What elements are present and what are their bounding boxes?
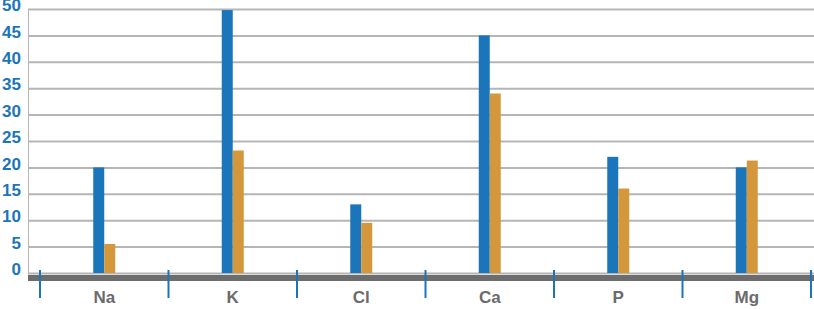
grid-line xyxy=(28,114,814,116)
y-tick: 10 xyxy=(2,207,814,226)
grid-line xyxy=(28,88,814,90)
bar xyxy=(618,189,629,273)
y-tick-label: 25 xyxy=(2,128,21,147)
x-tick: K xyxy=(227,288,240,307)
grid-line xyxy=(28,220,814,222)
y-tick: 50 xyxy=(2,0,814,15)
x-axis: Na K Cl Ca P Mg xyxy=(28,270,814,307)
grid-line xyxy=(28,9,814,11)
x-tick-label: P xyxy=(613,288,624,307)
y-tick: 5 xyxy=(12,234,814,253)
y-tick: 45 xyxy=(2,23,814,42)
category-separator xyxy=(425,270,427,298)
bar xyxy=(93,167,104,273)
x-tick-label: K xyxy=(227,288,240,307)
bar xyxy=(479,35,490,273)
y-tick: 25 xyxy=(2,128,814,147)
y-tick: 0 xyxy=(12,260,814,279)
category-separator xyxy=(168,270,170,298)
grid-line xyxy=(28,193,814,195)
grid-line xyxy=(28,61,814,63)
x-tick: Mg xyxy=(734,288,759,307)
y-axis: 0 5 10 15 20 25 30 35 40 45 50 xyxy=(2,0,814,279)
y-tick: 20 xyxy=(2,155,814,174)
category-separator xyxy=(296,270,298,298)
y-tick-label: 20 xyxy=(2,155,21,174)
y-tick-label: 15 xyxy=(2,181,21,200)
y-tick-label: 0 xyxy=(12,260,21,279)
y-tick-label: 5 xyxy=(12,234,21,253)
x-tick: Na xyxy=(93,288,115,307)
y-tick-label: 50 xyxy=(2,0,21,15)
bar xyxy=(490,93,501,273)
x-tick: P xyxy=(613,288,624,307)
x-tick-label: Mg xyxy=(734,288,759,307)
bar xyxy=(361,223,372,273)
bar xyxy=(350,204,361,273)
y-tick: 30 xyxy=(2,102,814,121)
y-tick-label: 35 xyxy=(2,75,21,94)
bar xyxy=(747,161,758,273)
category-separator xyxy=(682,270,684,298)
y-tick: 15 xyxy=(2,181,814,200)
y-tick-label: 40 xyxy=(2,49,21,68)
y-tick-label: 10 xyxy=(2,207,21,226)
y-tick-label: 45 xyxy=(2,23,21,42)
category-separator xyxy=(810,270,812,298)
x-axis-line xyxy=(28,275,814,281)
y-tick-label: 30 xyxy=(2,102,21,121)
grid-line xyxy=(28,246,814,248)
bar xyxy=(104,244,115,273)
bar xyxy=(233,151,244,273)
category-separator xyxy=(553,270,555,298)
grid-line xyxy=(28,35,814,37)
x-tick-label: Na xyxy=(93,288,115,307)
y-axis-line xyxy=(29,10,814,274)
chart: 0 5 10 15 20 25 30 35 40 45 50 Na K Cl Ca P Mg xyxy=(0,0,814,309)
category-separator xyxy=(39,270,41,298)
x-tick: Ca xyxy=(479,288,501,307)
bar xyxy=(736,167,747,273)
grid-line xyxy=(28,141,814,143)
x-tick: Cl xyxy=(353,288,370,307)
grid-line xyxy=(28,273,814,275)
y-tick: 35 xyxy=(2,75,814,94)
bar xyxy=(222,10,233,273)
y-tick: 40 xyxy=(2,49,814,68)
x-tick-label: Cl xyxy=(353,288,370,307)
bar xyxy=(607,157,618,273)
x-tick-label: Ca xyxy=(479,288,501,307)
grid-line xyxy=(28,167,814,169)
bars xyxy=(93,10,758,273)
